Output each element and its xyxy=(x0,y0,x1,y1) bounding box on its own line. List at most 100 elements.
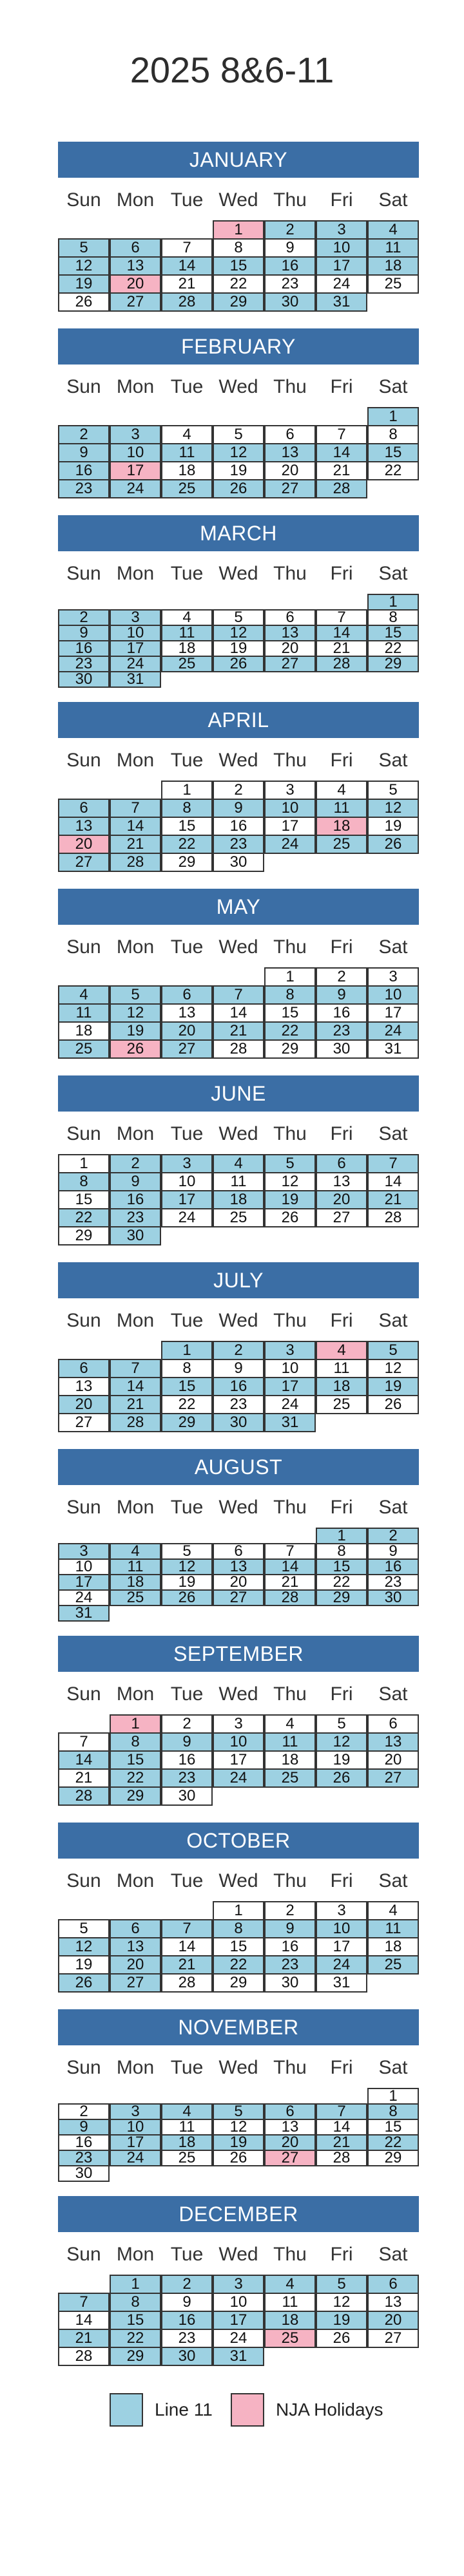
day-cell: 24 xyxy=(264,1395,316,1414)
weekday-label: Wed xyxy=(218,2057,258,2078)
day-cell: 25 xyxy=(316,1395,367,1414)
day-cell: 12 xyxy=(213,625,264,641)
day-cell: 10 xyxy=(316,238,367,258)
weekday-label: Tue xyxy=(170,2244,204,2265)
day-cell: 17 xyxy=(316,256,367,276)
day-cell: 11 xyxy=(213,1172,264,1191)
day-cell: 2 xyxy=(367,1528,419,1544)
day-cell: 29 xyxy=(367,2150,419,2166)
day-cell: 14 xyxy=(58,2311,110,2330)
day-cell: 23 xyxy=(58,479,110,498)
day-cell: 7 xyxy=(316,2103,367,2120)
day-cell: 2 xyxy=(264,220,316,240)
day-cell: 4 xyxy=(367,1901,419,1920)
day-cell: 22 xyxy=(213,1955,264,1975)
day-cell: 10 xyxy=(110,443,161,462)
weekday-header-row: Sun Mon Tue Wed Thu Fri Sat xyxy=(58,372,419,402)
month-block-december: DECEMBER Sun Mon Tue Wed Thu Fri Sat 1 2 3 4 5 6 7 8 9 10… xyxy=(58,2196,419,2371)
weekday-label: Wed xyxy=(218,1123,258,1144)
day-cell: 29 xyxy=(316,1589,367,1606)
day-cell: 18 xyxy=(264,1750,316,1770)
day-cell: 28 xyxy=(58,1786,110,1806)
weekday-label: Thu xyxy=(273,2057,307,2078)
day-cell: 13 xyxy=(110,1937,161,1956)
weekday-label: Sun xyxy=(66,1123,101,1144)
day-cell: 28 xyxy=(161,292,213,312)
day-cell: 10 xyxy=(110,2119,161,2136)
day-cell: 2 xyxy=(58,609,110,626)
day-cell: 7 xyxy=(110,1359,161,1378)
weekday-label: Tue xyxy=(170,1310,204,1331)
day-cell: 2 xyxy=(213,781,264,800)
day-cell: 22 xyxy=(58,1208,110,1227)
page-title: 2025 8&6-11 xyxy=(130,50,334,90)
day-cell: 30 xyxy=(367,1589,419,1606)
weekday-label: Thu xyxy=(273,1683,307,1705)
weekday-header-row: Sun Mon Tue Wed Thu Fri Sat xyxy=(58,2053,419,2083)
day-cell: 14 xyxy=(316,2119,367,2136)
day-cell: 20 xyxy=(367,2311,419,2330)
weekday-label: Tue xyxy=(170,1683,204,1705)
day-cell: 13 xyxy=(58,1377,110,1396)
day-cell: 1 xyxy=(213,220,264,240)
weekday-label: Mon xyxy=(116,936,155,958)
day-cell: 30 xyxy=(161,1786,213,1806)
day-cell: 15 xyxy=(367,443,419,462)
day-cell: 10 xyxy=(264,1359,316,1378)
day-cell: 11 xyxy=(161,625,213,641)
month-block-march: MARCH Sun Mon Tue Wed Thu Fri Sat 1 2 3 4 5 6 7 8 9 10 11 1… xyxy=(58,515,419,694)
day-cell: 12 xyxy=(213,2119,264,2136)
day-cell: 12 xyxy=(316,2293,367,2312)
day-cell: 28 xyxy=(58,2347,110,2366)
day-grid: 1 2 3 4 5 6 7 8 9 10 11 12 13 14 15 16 17 18 19 20 21 22 23 24 2… xyxy=(58,1341,419,1437)
day-cell: 11 xyxy=(110,1558,161,1575)
weekday-header-row: Sun Mon Tue Wed Thu Fri Sat xyxy=(58,2240,419,2269)
day-cell: 21 xyxy=(213,1021,264,1041)
day-cell: 20 xyxy=(264,461,316,480)
weekday-label: Tue xyxy=(170,2057,204,2078)
day-cell: 23 xyxy=(161,2329,213,2348)
weekday-label: Thu xyxy=(273,189,307,211)
day-cell: 7 xyxy=(161,1919,213,1938)
day-cell: 14 xyxy=(110,817,161,836)
day-cell: 22 xyxy=(161,1395,213,1414)
day-cell: 20 xyxy=(110,1955,161,1975)
day-cell: 11 xyxy=(316,1359,367,1378)
day-cell: 12 xyxy=(316,1732,367,1752)
day-cell: 8 xyxy=(110,2293,161,2312)
legend-swatch-holidays xyxy=(231,2393,264,2427)
weekday-label: Sat xyxy=(378,563,408,584)
legend: Line 11 NJA Holidays xyxy=(0,2391,464,2429)
weekday-label: Sun xyxy=(66,2057,101,2078)
day-cell: 17 xyxy=(110,2134,161,2151)
day-cell: 14 xyxy=(316,625,367,641)
weekday-label: Sun xyxy=(66,2244,101,2265)
month-header: AUGUST xyxy=(58,1449,419,1485)
day-cell: 18 xyxy=(316,817,367,836)
day-cell: 16 xyxy=(213,817,264,836)
day-cell: 2 xyxy=(316,967,367,987)
day-cell: 26 xyxy=(213,2150,264,2166)
day-cell: 15 xyxy=(264,1003,316,1023)
day-grid: 1 2 3 4 5 6 7 8 9 10 11 12 13 14 15 16 17 18 19 20 21 22 23 24 2… xyxy=(58,781,419,877)
day-grid: 1 2 3 4 5 6 7 8 9 10 11 12 13 14 15 16 17 18 19 20 21 22 23 24 2… xyxy=(58,2088,419,2188)
day-cell: 18 xyxy=(264,2311,316,2330)
day-cell: 1 xyxy=(213,1901,264,1920)
day-cell: 3 xyxy=(110,609,161,626)
day-cell: 2 xyxy=(213,1341,264,1360)
day-cell: 15 xyxy=(110,2311,161,2330)
day-cell: 8 xyxy=(367,609,419,626)
day-cell: 5 xyxy=(264,1154,316,1173)
day-cell: 19 xyxy=(316,2311,367,2330)
day-cell: 10 xyxy=(264,799,316,818)
day-cell: 18 xyxy=(110,1574,161,1591)
day-cell: 19 xyxy=(213,461,264,480)
month-block-may: MAY Sun Mon Tue Wed Thu Fri Sat 1 2 3 4 5 6 7 8 9 10 11 12 1… xyxy=(58,889,419,1064)
day-cell: 19 xyxy=(367,817,419,836)
day-cell: 19 xyxy=(161,1574,213,1591)
day-grid: 1 2 3 4 5 6 7 8 9 10 11 12 13 14 15 16 17 18 19 20 21 22 23 24 2… xyxy=(58,1154,419,1251)
weekday-label: Fri xyxy=(330,563,353,584)
day-cell: 15 xyxy=(161,1377,213,1396)
weekday-label: Mon xyxy=(116,2057,155,2078)
day-cell: 15 xyxy=(58,1190,110,1209)
